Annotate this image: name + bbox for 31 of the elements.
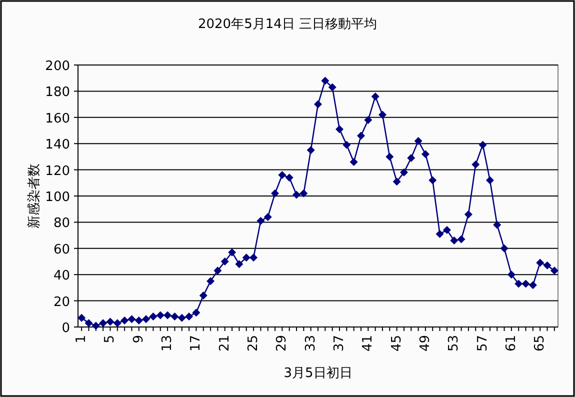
y-tick-label: 160: [45, 111, 70, 126]
x-tick-label: 53: [446, 335, 462, 352]
x-tick-label: 25: [246, 335, 262, 352]
y-tick-label: 0: [62, 321, 70, 336]
y-tick-label: 200: [45, 59, 70, 74]
x-tick-label: 21: [217, 335, 232, 352]
x-tick-label: 65: [532, 335, 548, 352]
x-tick-label: 33: [303, 335, 318, 352]
y-tick-label: 140: [45, 138, 70, 153]
y-tick-label: 100: [45, 190, 70, 205]
y-tick-label: 20: [53, 294, 70, 310]
x-tick-label: 61: [504, 335, 519, 352]
x-tick-label: 17: [188, 335, 204, 352]
x-axis-title: 3月5日初日: [284, 366, 352, 381]
y-tick-label: 40: [53, 268, 70, 284]
y-tick-label: 60: [53, 242, 70, 258]
y-tick-label: 120: [45, 164, 70, 179]
y-tick-label: 80: [53, 216, 70, 232]
x-tick-label: 1: [74, 335, 90, 344]
y-axis-title: 新感染者数: [27, 164, 42, 228]
x-tick-label: 37: [332, 335, 347, 352]
x-tick-label: 9: [131, 335, 146, 344]
chart-title: 2020年5月14日 三日移動平均: [198, 17, 378, 32]
x-tick-label: 29: [274, 335, 290, 352]
x-tick-label: 13: [160, 335, 176, 352]
x-tick-label: 41: [360, 335, 376, 352]
x-tick-label: 45: [389, 335, 404, 352]
x-tick-label: 57: [475, 335, 490, 352]
x-tick-label: 5: [102, 335, 118, 344]
y-tick-label: 180: [45, 85, 70, 100]
x-tick-label: 49: [418, 335, 433, 352]
